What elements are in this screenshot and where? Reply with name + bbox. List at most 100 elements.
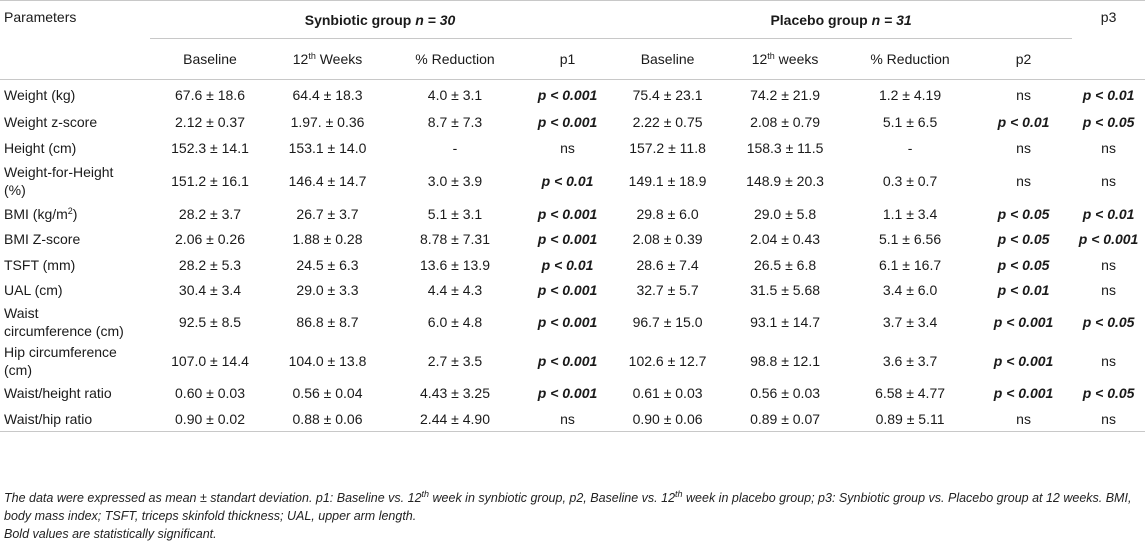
row-cell: 2.44 ± 4.90	[385, 406, 525, 432]
row-cell: p < 0.001	[537, 205, 598, 222]
header-baseline-placebo: Baseline	[610, 38, 726, 80]
row-cell: ns	[1016, 140, 1031, 156]
row-cell: 0.60 ± 0.03	[175, 385, 245, 401]
row-cell: 153.1 ± 14.0	[288, 140, 367, 156]
row-cell: p < 0.001	[537, 352, 598, 369]
row-cell: 149.1 ± 18.9	[628, 173, 707, 189]
row-parameter: Weight-for-Height (%)	[4, 164, 114, 198]
row-cell: 0.89 ± 0.07	[725, 406, 846, 432]
row-cell: 8.7 ± 7.3	[427, 114, 483, 130]
row-parameter: TSFT (mm)	[4, 256, 76, 273]
row-cell: 0.90 ± 0.02	[150, 406, 270, 432]
row-cell: p < 0.001	[537, 385, 598, 401]
table-row: BMI (kg/m2) 28.2 ± 3.7 26.7 ± 3.7 5.1 ± 3.1…	[0, 201, 1145, 227]
row-cell: 0.3 ± 0.7	[882, 173, 938, 189]
row-cell: 0.56 ± 0.04	[292, 385, 363, 401]
row-parameter: UAL (cm)	[4, 282, 63, 298]
row-cell: p < 0.001	[993, 385, 1054, 401]
row-cell: 4.4 ± 4.3	[427, 282, 483, 298]
row-cell: p < 0.05	[1082, 114, 1135, 130]
row-cell: 3.0 ± 3.9	[427, 173, 483, 189]
row-parameter: Weight (kg)	[0, 79, 150, 110]
row-cell: ns	[1072, 406, 1145, 432]
header-baseline-synbiotic: Baseline	[150, 38, 270, 80]
row-cell: 0.90 ± 0.06	[610, 406, 726, 432]
synbiotic-group-label: Synbiotic group	[304, 11, 412, 28]
row-cell: 4.43 ± 3.25	[420, 385, 490, 401]
table-row: BMI Z-score 2.06 ± 0.26 1.88 ± 0.28 8.78 ± …	[0, 227, 1145, 252]
header-12th-weeks-placebo: 12th weeks	[725, 38, 846, 80]
row-cell: 28.2 ± 3.7	[178, 205, 242, 222]
row-cell: 4.0 ± 3.1	[385, 79, 525, 110]
row-cell: p < 0.01	[1072, 79, 1145, 110]
row-cell: 6.0 ± 4.8	[427, 314, 483, 330]
header-row-groups: Parameters Synbiotic group n = 30 Placeb…	[0, 0, 1145, 80]
row-cell: p < 0.001	[993, 314, 1054, 330]
row-cell: 0.89 ± 5.11	[845, 406, 976, 432]
row-cell: 0.61 ± 0.03	[632, 385, 703, 401]
header-synbiotic-group: Synbiotic group n = 30	[150, 0, 611, 39]
row-cell: 6.58 ± 4.77	[875, 385, 946, 401]
row-parameter: Waist/height ratio	[4, 385, 112, 401]
row-cell: ns	[1016, 173, 1031, 189]
header-parameters: Parameters	[0, 0, 150, 80]
row-cell: 32.7 ± 5.7	[636, 282, 699, 298]
table-row: Hip circumference (cm) 107.0 ± 14.4 104.0 ±…	[0, 342, 1145, 380]
row-cell: 24.5 ± 6.3	[296, 256, 359, 273]
row-cell: 28.6 ± 7.4	[636, 256, 699, 273]
row-cell: 96.7 ± 15.0	[632, 314, 703, 330]
row-cell: 0.56 ± 0.03	[750, 385, 821, 401]
table-row: Weight-for-Height (%) 151.2 ± 16.1 146.4 ± …	[0, 162, 1145, 201]
table-row: UAL (cm) 30.4 ± 3.4 29.0 ± 3.3 4.4 ± 4.3 p <…	[0, 278, 1145, 303]
row-cell: 152.3 ± 14.1	[171, 140, 249, 156]
row-cell: p < 0.01	[997, 282, 1050, 298]
table-row: Weight (kg) 67.6 ± 18.6 64.4 ± 18.3 4.0 ± 3…	[0, 79, 1145, 110]
row-cell: 28.2 ± 5.3	[178, 256, 242, 273]
row-cell: p < 0.001	[1078, 231, 1139, 247]
row-cell: p < 0.01	[997, 114, 1050, 130]
row-cell: 13.6 ± 13.9	[420, 256, 490, 273]
row-cell: 92.5 ± 8.5	[178, 314, 242, 330]
row-cell: 104.0 ± 13.8	[288, 352, 367, 369]
header-row-columns: Baseline 12th Weeks % Reduction p1 Basel…	[0, 38, 1145, 80]
row-cell: ns	[975, 406, 1073, 432]
row-cell: p < 0.001	[537, 231, 598, 247]
row-cell: 5.1 ± 6.56	[878, 231, 942, 247]
row-cell: 30.4 ± 3.4	[178, 282, 242, 298]
row-cell: 86.8 ± 8.7	[296, 314, 359, 330]
table-row: Height (cm) 152.3 ± 14.1 153.1 ± 14.0 - ns 15…	[0, 135, 1145, 162]
row-cell: 93.1 ± 14.7	[750, 314, 821, 330]
row-cell: 1.97. ± 0.36	[290, 114, 365, 130]
row-cell: p < 0.01	[541, 173, 594, 189]
row-cell: p < 0.01	[1082, 205, 1135, 222]
row-cell: 2.7 ± 3.5	[427, 352, 483, 369]
table-row: TSFT (mm) 28.2 ± 5.3 24.5 ± 6.3 13.6 ± 13.9…	[0, 252, 1145, 278]
row-cell: 2.04 ± 0.43	[750, 231, 821, 247]
row-cell: ns	[1101, 282, 1116, 298]
row-cell: 148.9 ± 20.3	[746, 173, 824, 189]
row-cell: 26.5 ± 6.8	[753, 256, 817, 273]
row-cell: 29.8 ± 6.0	[636, 205, 699, 222]
row-cell: 146.4 ± 14.7	[288, 173, 367, 189]
header-p3: p3	[1072, 0, 1145, 80]
row-cell: p < 0.001	[525, 79, 611, 110]
header-placebo-group: Placebo group n = 31	[610, 0, 1073, 39]
row-parameter: BMI Z-score	[4, 231, 81, 247]
row-cell: 2.08 ± 0.79	[750, 114, 821, 130]
row-cell: 1.2 ± 4.19	[845, 79, 976, 110]
row-cell: 2.06 ± 0.26	[175, 231, 245, 247]
row-cell: 0.88 ± 0.06	[270, 406, 385, 432]
row-cell: 74.2 ± 21.9	[725, 79, 846, 110]
table-row: Waist/height ratio 0.60 ± 0.03 0.56 ± 0.04…	[0, 380, 1145, 407]
row-cell: 67.6 ± 18.6	[150, 79, 270, 110]
row-cell: 8.78 ± 7.31	[420, 231, 490, 247]
row-parameter: Waist/hip ratio	[0, 406, 150, 432]
row-parameter: Hip circumference (cm)	[4, 343, 117, 378]
row-cell: p < 0.001	[537, 314, 598, 330]
row-cell: 158.3 ± 11.5	[746, 140, 824, 156]
row-cell: 3.6 ± 3.7	[882, 352, 938, 369]
header-reduction-placebo: % Reduction	[845, 38, 976, 80]
row-parameter: Waist circumference (cm)	[4, 305, 124, 339]
row-cell: 5.1 ± 3.1	[427, 205, 483, 222]
